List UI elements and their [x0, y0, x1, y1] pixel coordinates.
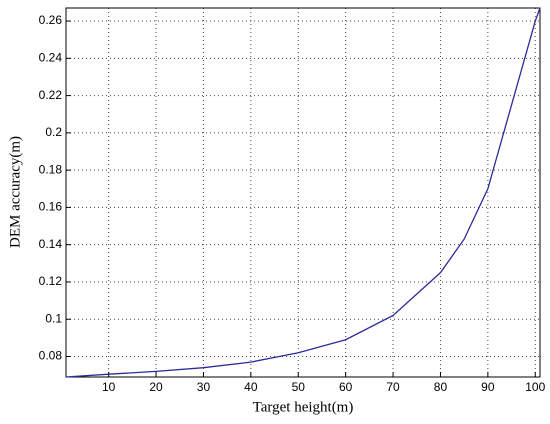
y-tick-label: 0.12	[39, 274, 63, 288]
x-tick-label: 70	[386, 380, 400, 394]
y-tick-label: 0.1	[45, 311, 62, 325]
x-tick-label: 40	[244, 380, 258, 394]
x-axis-label: Target height(m)	[253, 399, 354, 415]
x-tick-label: 80	[434, 380, 448, 394]
x-tick-label: 100	[525, 380, 545, 394]
y-tick-label: 0.16	[39, 200, 63, 214]
y-tick-label: 0.24	[39, 50, 63, 64]
x-tick-label: 20	[149, 380, 163, 394]
x-tick-label: 90	[481, 380, 495, 394]
x-tick-label: 30	[197, 380, 211, 394]
y-tick-label: 0.26	[39, 13, 63, 27]
y-tick-label: 0.2	[45, 125, 62, 139]
y-tick-label: 0.18	[39, 162, 63, 176]
data-line	[65, 7, 541, 378]
x-tick-label: 10	[102, 380, 116, 394]
x-tick-label: 50	[292, 380, 306, 394]
x-tick-label: 60	[339, 380, 353, 394]
y-axis-label: DEM accuracy(m)	[7, 136, 23, 248]
y-tick-label: 0.14	[39, 237, 63, 251]
y-tick-label: 0.08	[39, 349, 63, 363]
plot-frame	[65, 7, 541, 378]
y-tick-label: 0.22	[39, 88, 63, 102]
